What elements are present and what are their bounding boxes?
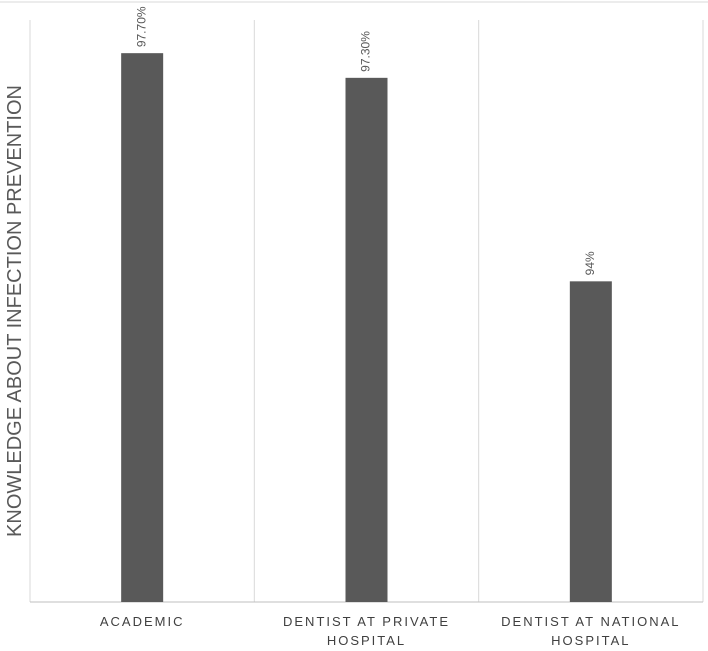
- data-label: 97.30%: [359, 31, 373, 72]
- category-label: HOSPITAL: [327, 633, 406, 648]
- data-label: 97.70%: [134, 6, 148, 47]
- category-labels-group: ACADEMIC DENTIST AT PRIVATE HOSPITAL DENTIS…: [100, 614, 680, 648]
- bars-group: [121, 53, 612, 603]
- category-label: DENTIST AT NATIONAL: [501, 614, 680, 629]
- data-labels-group: 97.70% 97.30% 94%: [134, 6, 597, 275]
- category-label: HOSPITAL: [551, 633, 630, 648]
- category-label: DENTIST AT PRIVATE: [283, 614, 450, 629]
- category-gridlines: [29, 20, 704, 602]
- y-axis-label: KNOWLEDGE ABOUT INFECTION PREVENTION: [4, 85, 26, 537]
- bar: [345, 77, 388, 603]
- bar: [121, 53, 164, 602]
- bar: [569, 281, 612, 602]
- category-label: ACADEMIC: [100, 614, 185, 629]
- data-label: 94%: [583, 251, 597, 275]
